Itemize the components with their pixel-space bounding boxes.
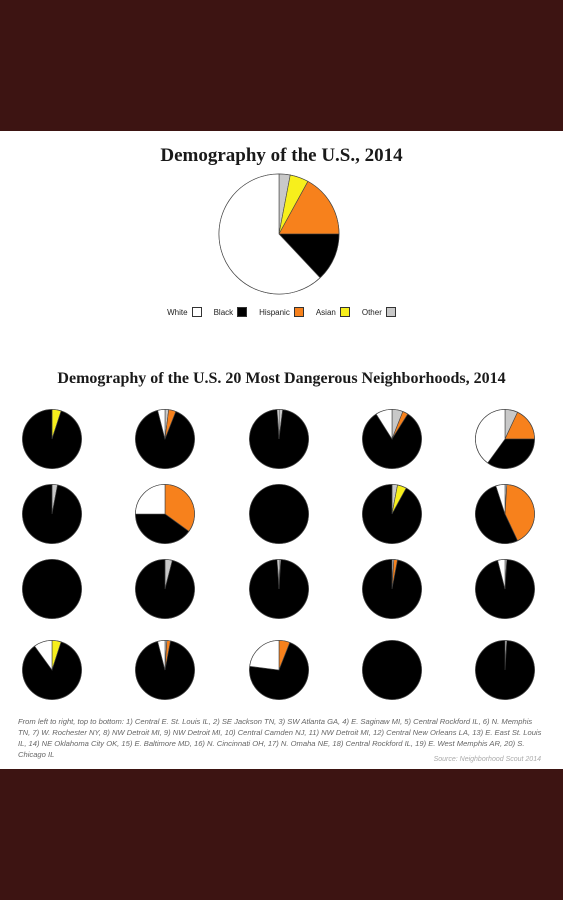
neighborhood-pie-5-slice-asian bbox=[487, 438, 535, 469]
neighborhood-pie-2-slice-asian bbox=[135, 410, 195, 469]
neighborhood-pie-19-slice-asian bbox=[362, 640, 422, 700]
neighborhood-pie-16-slice-other bbox=[34, 640, 53, 671]
legend-swatch-hispanic bbox=[293, 307, 304, 317]
neighborhood-pie-20-slice-asian bbox=[475, 640, 535, 700]
legend-item-white: White bbox=[167, 307, 202, 317]
legend-item-black: Black bbox=[214, 307, 248, 317]
neighborhood-pie-3-slice-other bbox=[276, 409, 280, 440]
neighborhood-pie-15-slice-other bbox=[497, 559, 506, 590]
neighborhood-pie-10-slice-asian bbox=[475, 485, 518, 544]
neighborhood-pie-11-slice-asian bbox=[22, 559, 82, 619]
neighborhood-pie-17-slice-other bbox=[157, 640, 166, 671]
legend-item-asian: Asian bbox=[316, 307, 350, 317]
neighborhood-pie-16-slice-asian bbox=[22, 641, 82, 700]
neighborhood-pie-6-slice-asian bbox=[22, 484, 82, 544]
legend-swatch-other bbox=[385, 307, 396, 317]
main-pie-slice-hispanic bbox=[278, 181, 340, 235]
main-pie-slice-other bbox=[218, 173, 321, 295]
legend-swatch-asian bbox=[339, 307, 350, 317]
legend-swatch-black bbox=[237, 307, 248, 317]
neighborhood-pie-10-slice-hispanic bbox=[504, 484, 535, 542]
main-chart-title: Demography of the U.S., 2014 bbox=[160, 145, 403, 166]
neighborhood-pie-14-slice-asian bbox=[362, 559, 422, 619]
neighborhood-pie-18-slice-asian bbox=[249, 642, 309, 700]
legend: White Black Hispanic Asian Other bbox=[0, 307, 563, 317]
neighborhood-pie-18-slice-other bbox=[249, 640, 280, 671]
grid-chart-title: Demography of the U.S. 20 Most Dangerous… bbox=[57, 370, 506, 387]
neighborhood-pie-10-slice-other bbox=[495, 484, 506, 515]
legend-swatch-white bbox=[191, 307, 202, 317]
neighborhood-pie-3-slice-asian bbox=[249, 409, 309, 469]
neighborhood-pie-7-slice-asian bbox=[135, 513, 190, 544]
neighborhood-pie-5-slice-other bbox=[475, 409, 506, 464]
neighborhood-pie-7-slice-other bbox=[135, 484, 166, 515]
chart-panel: Demography of the U.S., 2014 White Black… bbox=[0, 131, 563, 769]
legend-item-hispanic: Hispanic bbox=[259, 307, 304, 317]
neighborhood-pie-13-slice-asian bbox=[249, 559, 309, 619]
neighborhood-pie-2-slice-other bbox=[157, 409, 166, 440]
footnote: From left to right, top to bottom: 1) Ce… bbox=[18, 717, 542, 759]
neighborhood-pie-7-slice-hispanic bbox=[164, 484, 195, 532]
neighborhood-pie-4-slice-other bbox=[375, 409, 393, 441]
pie-charts-canvas bbox=[22, 173, 535, 700]
neighborhood-pie-13-slice-other bbox=[276, 559, 280, 590]
neighborhood-pie-8-slice-asian bbox=[249, 484, 309, 544]
legend-item-other: Other bbox=[362, 307, 396, 317]
neighborhood-pie-12-slice-asian bbox=[135, 559, 195, 619]
source-note: Source: Neighborhood Scout 2014 bbox=[433, 756, 541, 763]
neighborhood-pie-1-slice-asian bbox=[22, 409, 82, 469]
neighborhood-pie-9-slice-asian bbox=[362, 484, 422, 544]
neighborhood-pie-17-slice-asian bbox=[135, 640, 195, 700]
neighborhood-pie-4-slice-asian bbox=[362, 413, 422, 469]
